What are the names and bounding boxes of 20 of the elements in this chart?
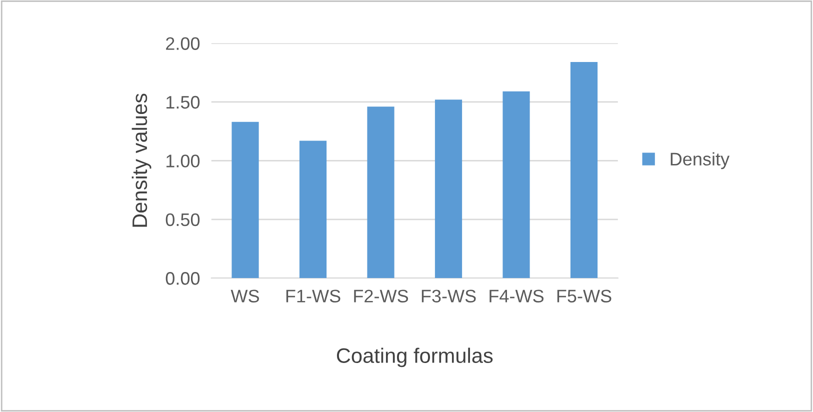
x-tick-label: F2-WS (354, 290, 408, 302)
y-tick-label: 0.00 (166, 272, 200, 285)
bar (232, 122, 259, 278)
y-axis-title: Density values (132, 94, 152, 227)
bar (434, 100, 462, 278)
legend-label: Density (670, 152, 730, 170)
bar (299, 140, 327, 278)
x-tick-label: F3-WS (422, 290, 476, 302)
y-tick-label: 2.00 (166, 37, 200, 50)
bar (367, 106, 394, 278)
x-tick-label: WS (230, 290, 259, 302)
x-tick-label: F5-WS (557, 290, 612, 302)
bar (570, 62, 598, 278)
x-axis-title: Coating formulas (336, 348, 493, 368)
x-tick-label: F1-WS (286, 290, 340, 302)
x-tick-label: F4-WS (490, 290, 544, 302)
bar (502, 91, 530, 278)
y-tick-label: 1.50 (166, 96, 200, 109)
y-tick-label: 1.00 (166, 154, 200, 168)
y-tick-label: 0.50 (166, 213, 200, 226)
